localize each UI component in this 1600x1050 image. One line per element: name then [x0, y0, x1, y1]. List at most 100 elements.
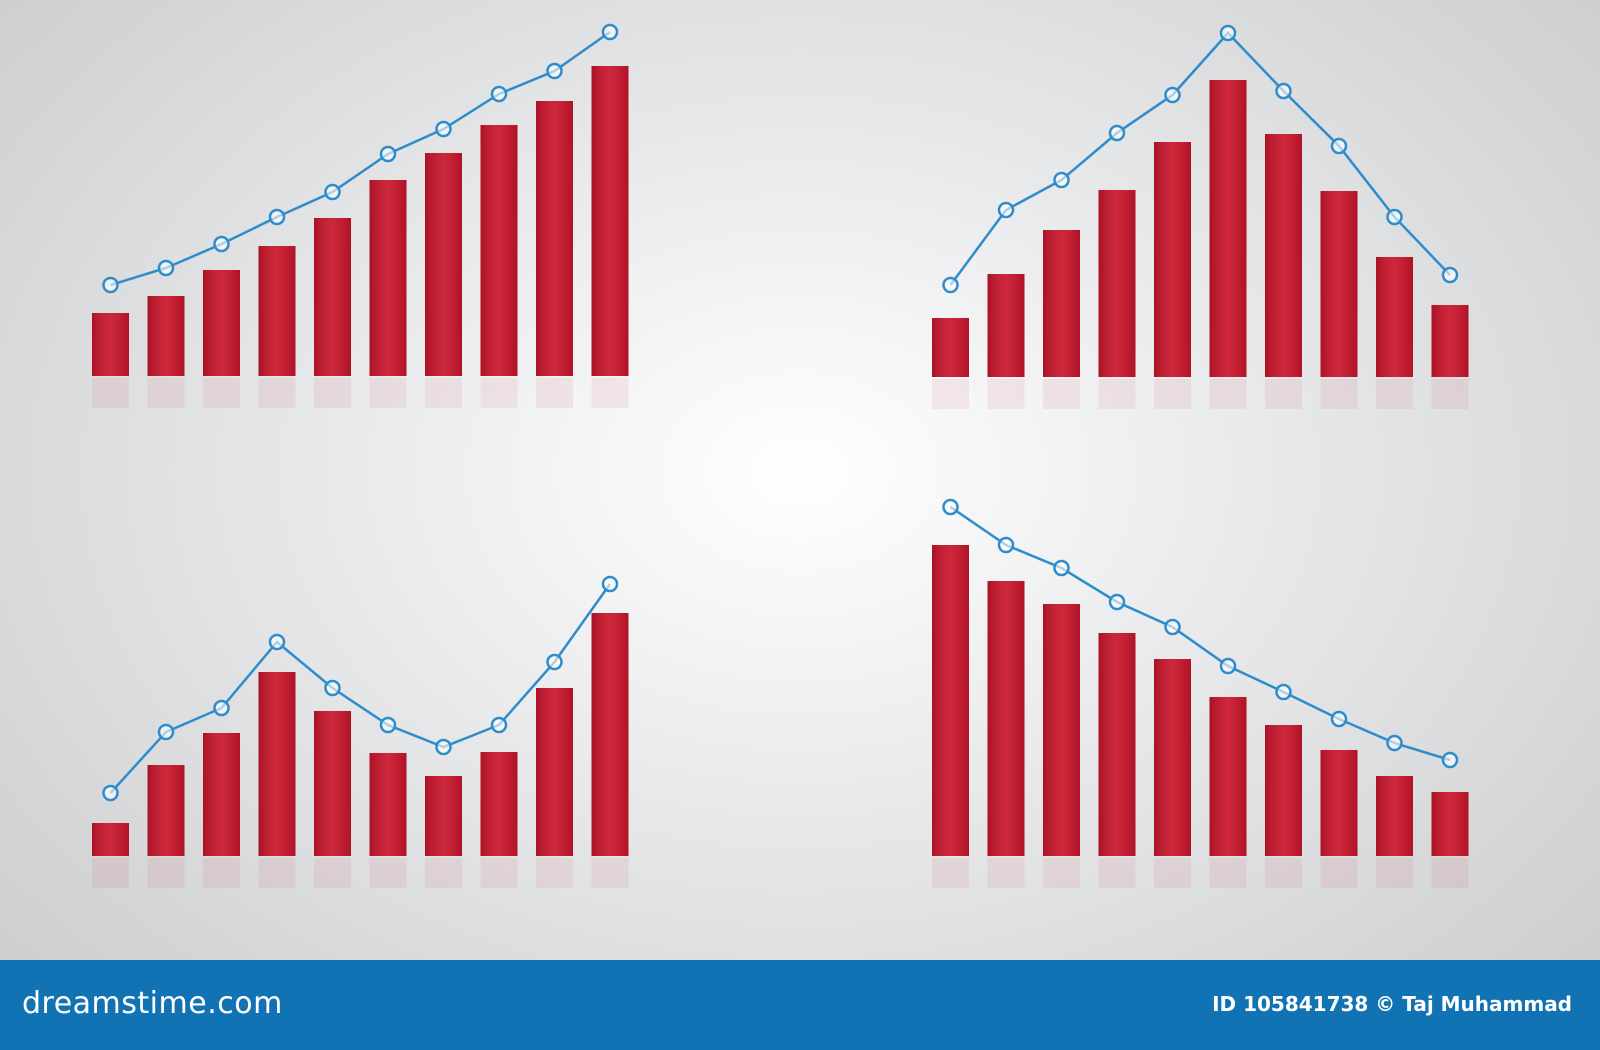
- trend-point: [601, 575, 619, 593]
- trend-point: [1330, 710, 1348, 728]
- trend-point: [379, 716, 397, 734]
- bar-reflection: [1376, 379, 1413, 409]
- bar-shade: [591, 66, 629, 376]
- bar-reflection: [369, 378, 407, 408]
- bar-shade: [1376, 257, 1413, 377]
- bar-reflection: [591, 858, 629, 888]
- bar-reflection: [536, 378, 573, 408]
- trend-point: [102, 276, 119, 294]
- trend-point: [1053, 559, 1070, 577]
- bar-shade: [92, 823, 129, 856]
- bar-reflection: [1265, 379, 1302, 409]
- trend-point: [1275, 82, 1292, 100]
- trend-point: [997, 536, 1015, 554]
- bar-shade: [1320, 191, 1358, 377]
- bar-shade: [1043, 230, 1080, 377]
- trend-point: [942, 276, 959, 294]
- bar-shade: [369, 753, 407, 856]
- bar-shade: [480, 752, 518, 856]
- bar-shade: [1431, 792, 1469, 856]
- bar-shade: [536, 688, 573, 856]
- bar-reflection: [92, 858, 129, 888]
- bar-shade: [1265, 134, 1302, 377]
- trend-point: [1219, 24, 1237, 42]
- bar-shade: [1320, 750, 1358, 856]
- bar-shade: [932, 318, 969, 377]
- bar-shade: [369, 180, 407, 376]
- bar-shade: [1376, 776, 1413, 856]
- trend-point: [324, 183, 341, 201]
- bar-shade: [147, 765, 185, 856]
- bar-reflection: [92, 378, 129, 408]
- bar-reflection: [1376, 858, 1413, 888]
- trend-point: [1386, 208, 1403, 226]
- bar-shade: [425, 153, 462, 376]
- bar-reflection: [1098, 858, 1136, 888]
- trend-point: [1386, 734, 1403, 752]
- trend-point: [546, 653, 563, 671]
- chart: [932, 24, 1469, 409]
- bar-reflection: [258, 378, 296, 408]
- bar-reflection: [932, 858, 969, 888]
- bar-shade: [314, 218, 351, 376]
- trend-point: [1330, 137, 1348, 155]
- bar-reflection: [1043, 858, 1080, 888]
- trend-point: [268, 633, 286, 651]
- trend-line: [949, 31, 1451, 286]
- bar-shade: [1265, 725, 1302, 856]
- bar-shade: [932, 545, 969, 856]
- bar-reflection: [1043, 379, 1080, 409]
- bar-shade: [987, 581, 1025, 856]
- trend-point: [601, 23, 619, 41]
- bar-reflection: [591, 378, 629, 408]
- trend-point: [435, 120, 452, 138]
- bar-shade: [1209, 80, 1247, 377]
- bar-reflection: [425, 858, 462, 888]
- trend-point: [942, 498, 959, 516]
- trend-point: [490, 85, 508, 103]
- brand: dreamstime.com: [22, 986, 283, 1021]
- trend-point: [157, 723, 175, 741]
- bar-shade: [1098, 190, 1136, 377]
- bar-reflection: [203, 378, 240, 408]
- trend-point: [1219, 657, 1237, 675]
- trend-point: [157, 259, 175, 277]
- bar-reflection: [425, 378, 462, 408]
- chart: [92, 575, 629, 888]
- bar-shade: [203, 270, 240, 376]
- bar-shade: [1154, 142, 1191, 377]
- bar-shade: [1431, 305, 1469, 377]
- bar-reflection: [1265, 858, 1302, 888]
- bar-shade: [480, 125, 518, 376]
- bar-shade: [1098, 633, 1136, 856]
- trend-point: [1164, 618, 1181, 636]
- bar-reflection: [987, 379, 1025, 409]
- bar-reflection: [1431, 858, 1469, 888]
- bar-shade: [987, 274, 1025, 377]
- bar-shade: [1209, 697, 1247, 856]
- trend-line: [949, 505, 1451, 762]
- trend-point: [213, 699, 230, 717]
- trend-point: [1108, 124, 1126, 142]
- bar-reflection: [258, 858, 296, 888]
- trend-point: [546, 62, 563, 80]
- bar-shade: [536, 101, 573, 376]
- bar-shade: [147, 296, 185, 376]
- bar-reflection: [147, 378, 185, 408]
- trend-point: [1441, 266, 1459, 284]
- bar-shade: [314, 711, 351, 856]
- bar-shade: [425, 776, 462, 856]
- bar-shade: [258, 246, 296, 376]
- chart: [932, 498, 1469, 888]
- bar-shade: [1043, 604, 1080, 856]
- bar-reflection: [1209, 858, 1247, 888]
- trend-point: [1108, 593, 1126, 611]
- trend-point: [997, 201, 1015, 219]
- bar-shade: [1154, 659, 1191, 856]
- bar-reflection: [480, 858, 518, 888]
- trend-point: [268, 208, 286, 226]
- bar-reflection: [1098, 379, 1136, 409]
- trend-point: [1053, 171, 1070, 189]
- bar-reflection: [1154, 379, 1191, 409]
